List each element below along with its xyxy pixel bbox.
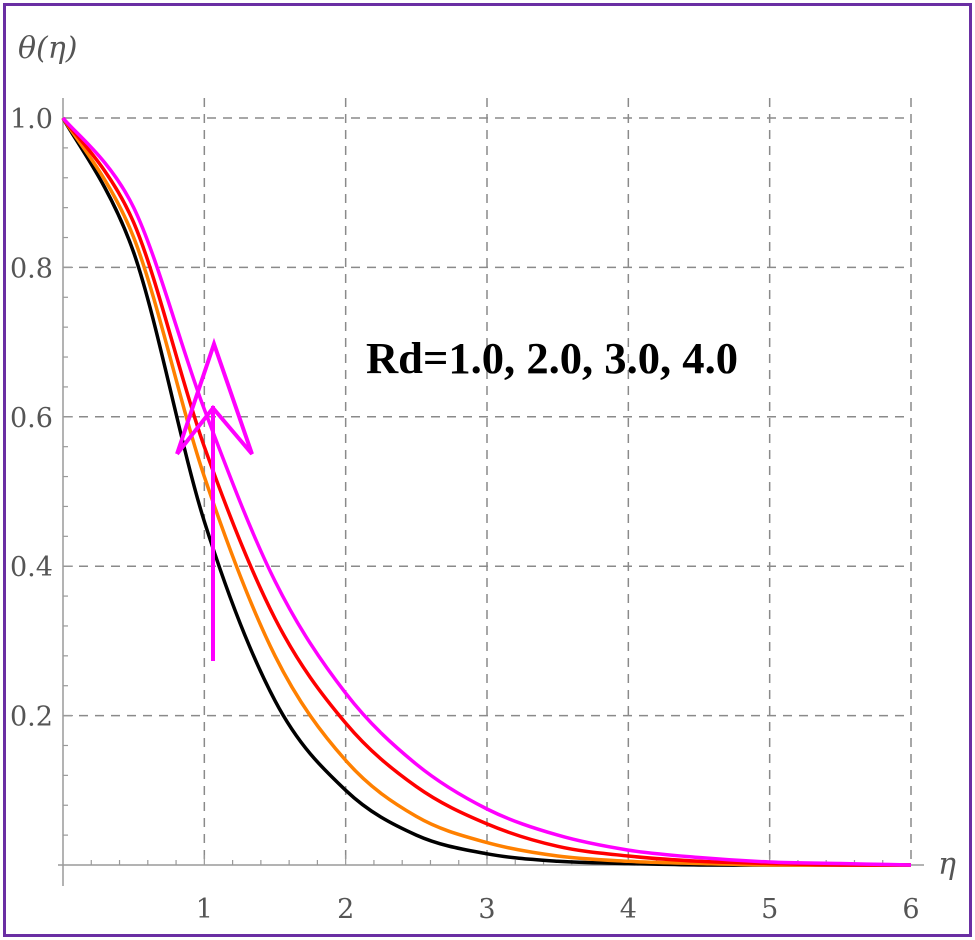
series-lines — [61, 116, 912, 867]
y-tick-label-0.4: 0.4 — [10, 552, 53, 583]
y-axis-ticks: 0.2 0.4 0.6 0.8 1.0 — [10, 104, 53, 733]
series-line-3 — [61, 117, 912, 867]
x-axis-ticks: 1 2 3 4 5 6 — [196, 894, 920, 925]
grid-lines — [63, 98, 912, 865]
arrow-head — [175, 337, 254, 456]
chart-frame: 1 2 3 4 5 6 0.2 0.4 0.6 0.8 1.0 θ(η) η Rd=1.0, 2.… — [3, 3, 972, 937]
x-tick-label-1: 1 — [196, 894, 213, 925]
trend-arrow — [175, 337, 254, 661]
line-chart: 1 2 3 4 5 6 0.2 0.4 0.6 0.8 1.0 θ(η) η Rd=1.0, 2.… — [10, 31, 956, 925]
series-line-4 — [61, 116, 912, 867]
parameter-annotation: Rd=1.0, 2.0, 3.0, 4.0 — [366, 334, 738, 383]
y-tick-label-0.2: 0.2 — [10, 702, 53, 733]
y-axis-label: θ(η) — [18, 31, 77, 66]
x-tick-label-5: 5 — [761, 894, 778, 925]
x-tick-label-6: 6 — [902, 894, 919, 925]
axes — [58, 98, 924, 886]
y-tick-label-1.0: 1.0 — [10, 104, 53, 135]
x-tick-label-3: 3 — [478, 894, 495, 925]
x-axis-label: η — [938, 847, 956, 882]
x-tick-label-2: 2 — [337, 894, 354, 925]
y-tick-label-0.8: 0.8 — [10, 253, 53, 284]
x-tick-label-4: 4 — [620, 894, 637, 925]
y-tick-label-0.6: 0.6 — [10, 403, 53, 434]
